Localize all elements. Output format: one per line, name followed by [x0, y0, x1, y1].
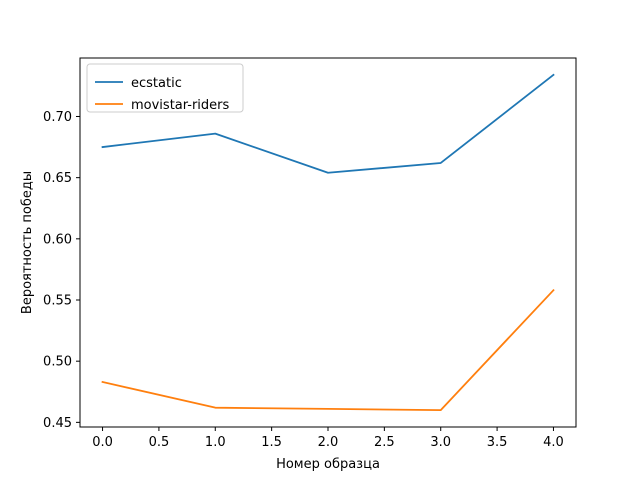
- y-tick-label: 0.65: [43, 171, 72, 186]
- x-tick-label: 0.0: [92, 435, 113, 450]
- legend-label: movistar-riders: [131, 98, 230, 113]
- x-axis: 0.0 0.5 1.0 1.5 2.0 2.5 3.0 3.5 4.0: [92, 427, 564, 450]
- series-line-ecstatic: [101, 73, 555, 174]
- x-axis-label: Номер образца: [276, 457, 380, 472]
- series-layer: [101, 73, 555, 412]
- legend: ecstatic movistar-riders: [86, 63, 244, 113]
- y-tick-label: 0.55: [43, 294, 72, 309]
- plot-frame: [79, 57, 577, 428]
- x-tick-label: 3.0: [430, 435, 451, 450]
- y-axis-label: Вероятность победы: [20, 171, 35, 314]
- x-tick-label: 1.5: [261, 435, 282, 450]
- y-tick-label: 0.50: [43, 355, 72, 370]
- x-tick-label: 0.5: [149, 435, 170, 450]
- legend-label: ecstatic: [131, 76, 182, 91]
- y-tick-label: 0.70: [43, 110, 72, 125]
- y-axis: 0.45 0.50 0.55 0.60 0.65 0.70: [43, 110, 80, 431]
- x-tick-label: 2.5: [374, 435, 395, 450]
- x-tick-label: 1.0: [205, 435, 226, 450]
- legend-box: [86, 63, 244, 113]
- y-tick-label: 0.45: [43, 416, 72, 431]
- x-tick-label: 4.0: [543, 435, 564, 450]
- y-tick-label: 0.60: [43, 232, 72, 247]
- series-line-movistar-riders: [101, 288, 555, 412]
- plot-area: [79, 57, 577, 428]
- x-tick-label: 2.0: [318, 435, 339, 450]
- x-tick-label: 3.5: [487, 435, 508, 450]
